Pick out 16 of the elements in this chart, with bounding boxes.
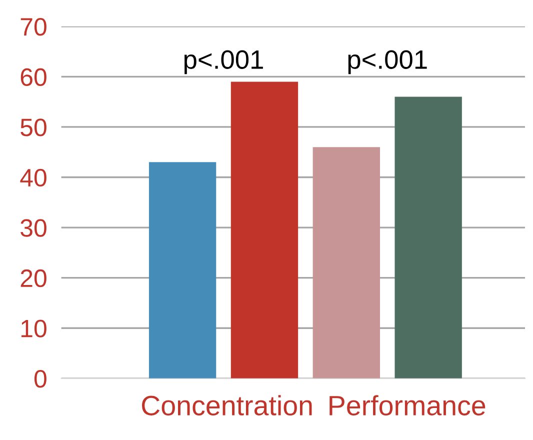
annotation: p<.001 xyxy=(184,50,263,74)
y-tick-label: 70 xyxy=(20,18,46,36)
y-tick-label: 30 xyxy=(20,219,46,237)
annotation: p<.001 xyxy=(348,50,427,74)
x-tick-label: Performance xyxy=(330,395,486,416)
bar xyxy=(394,96,462,378)
y-tick-label: 20 xyxy=(20,269,46,288)
bar xyxy=(230,82,298,378)
y-tick-label: 10 xyxy=(22,320,46,338)
y-tick-label: 0 xyxy=(34,370,46,388)
bar xyxy=(312,147,380,378)
x-tick-label: Concentration xyxy=(142,395,312,416)
y-tick-label: 40 xyxy=(20,168,46,187)
y-tick-label: 60 xyxy=(20,68,46,86)
bar xyxy=(148,162,216,378)
y-tick-label: 50 xyxy=(20,118,46,136)
